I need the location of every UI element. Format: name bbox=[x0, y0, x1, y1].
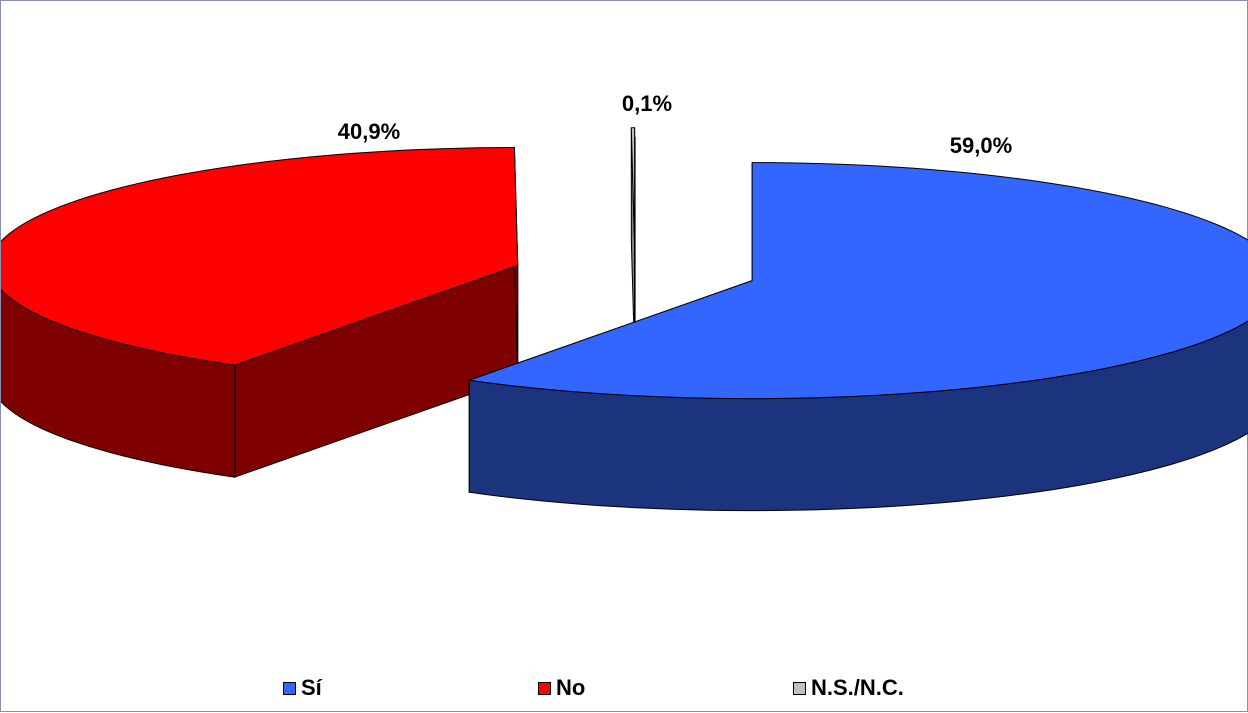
legend-item-si: Sí bbox=[283, 675, 322, 701]
data-label-si: 59,0% bbox=[950, 133, 1012, 158]
data-label-nsnc: 0,1% bbox=[622, 91, 672, 116]
legend-swatch-no bbox=[538, 681, 551, 695]
pie-slice-si-top bbox=[469, 162, 1248, 400]
data-label-no: 40,9% bbox=[338, 119, 400, 144]
legend-item-no: No bbox=[538, 675, 585, 701]
legend-item-nsnc: N.S./N.C. bbox=[793, 675, 904, 701]
legend-label-no: No bbox=[556, 675, 586, 700]
legend-label-si: Sí bbox=[301, 675, 322, 700]
legend-swatch-si bbox=[283, 681, 296, 695]
pie-slice-no bbox=[1, 146, 519, 478]
pie-slice-si bbox=[468, 162, 1248, 512]
legend-swatch-nsnc bbox=[793, 681, 806, 695]
pie-slice-no-top bbox=[1, 146, 519, 366]
legend-label-nsnc: N.S./N.C. bbox=[811, 675, 904, 700]
legend: Sí No N.S./N.C. bbox=[283, 675, 1003, 701]
